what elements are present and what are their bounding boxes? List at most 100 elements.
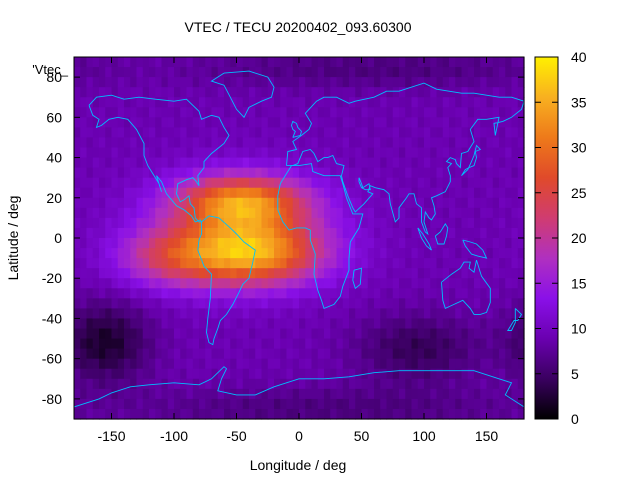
heat-cell <box>386 248 394 259</box>
heat-cell <box>392 107 400 118</box>
heat-cell <box>136 398 144 410</box>
heat-cell <box>230 107 238 118</box>
heat-cell <box>355 318 363 330</box>
heat-cell <box>255 117 263 128</box>
heat-cell <box>480 77 488 88</box>
heat-cell <box>267 308 275 320</box>
heat-cell <box>380 358 388 370</box>
heat-cell <box>317 328 325 340</box>
heat-cell <box>324 378 331 390</box>
heat-cell <box>161 97 169 108</box>
heat-cell <box>261 137 269 149</box>
heat-cell <box>92 207 100 219</box>
heat-cell <box>124 358 131 370</box>
heat-cell <box>386 328 394 340</box>
heat-cell <box>430 368 438 380</box>
heat-cell <box>417 227 425 239</box>
heat-cell <box>317 177 325 189</box>
heat-cell <box>380 67 388 78</box>
heat-cell <box>230 338 238 350</box>
heat-cell <box>411 67 419 78</box>
heat-cell <box>349 288 356 299</box>
heat-cell <box>111 207 119 219</box>
heat-cell <box>424 137 431 149</box>
heat-cell <box>480 328 488 340</box>
heat-cell <box>286 398 294 410</box>
heat-cell <box>155 358 163 370</box>
heat-cell <box>380 107 388 118</box>
heat-cell <box>336 67 344 78</box>
heat-cell <box>374 117 381 128</box>
heat-cell <box>192 147 200 159</box>
heat-cell <box>349 217 356 229</box>
heat-cell <box>411 157 419 169</box>
heat-cell <box>355 298 363 309</box>
heat-cell <box>361 238 369 249</box>
heat-cell <box>386 127 394 139</box>
heat-cell <box>474 368 481 380</box>
heat-cell <box>199 207 206 219</box>
heat-cell <box>180 378 188 390</box>
heat-cell <box>130 298 138 309</box>
heat-cell <box>492 87 500 98</box>
heat-cell <box>130 167 138 179</box>
heat-cell <box>111 328 119 340</box>
coastline-new-guinea <box>462 239 488 259</box>
heat-cell <box>299 97 306 108</box>
heat-cell <box>417 137 425 149</box>
heat-cell <box>417 117 425 128</box>
heat-cell <box>486 308 494 320</box>
heat-cell <box>505 248 513 259</box>
heat-cell <box>399 227 406 239</box>
heat-cell <box>467 398 475 410</box>
heat-cell <box>449 248 456 259</box>
heat-cell <box>349 227 356 239</box>
heat-cell <box>380 187 388 199</box>
heat-cell <box>180 408 188 420</box>
heat-cell <box>236 238 244 249</box>
heat-cell <box>130 217 138 229</box>
x-tick-label: -50 <box>226 428 246 444</box>
heat-cell <box>161 147 169 159</box>
heat-cell <box>124 278 131 289</box>
heat-cell <box>461 308 469 320</box>
heat-cell <box>155 197 163 209</box>
heat-cell <box>261 117 269 128</box>
heat-cell <box>480 167 488 179</box>
heat-cell <box>317 227 325 239</box>
heat-cell <box>499 408 506 420</box>
heat-cell <box>167 137 175 149</box>
heat-cell <box>511 107 519 118</box>
heat-cell <box>99 238 106 249</box>
heat-cell <box>430 137 438 149</box>
heat-cell <box>249 278 256 289</box>
heat-cell <box>474 268 481 279</box>
heat-cell <box>424 268 431 279</box>
heat-cell <box>192 328 200 340</box>
heat-cell <box>130 77 138 88</box>
heat-cell <box>267 227 275 239</box>
heat-cell <box>92 368 100 380</box>
heat-cell <box>374 207 381 219</box>
heat-cell <box>511 368 519 380</box>
heat-cell <box>267 57 275 68</box>
heat-cell <box>386 87 394 98</box>
heat-cell <box>130 278 138 289</box>
heat-cell <box>117 278 125 289</box>
heat-cell <box>149 217 156 229</box>
heat-cell <box>442 137 450 149</box>
coastline-arabia-gulf <box>358 177 371 191</box>
heat-cell <box>92 97 100 108</box>
heat-cell <box>467 298 475 309</box>
heat-cell <box>211 338 219 350</box>
heat-cell <box>474 338 481 350</box>
heat-cell <box>161 268 169 279</box>
heat-cell <box>361 157 369 169</box>
heat-cell <box>86 388 94 400</box>
heat-cell <box>161 358 169 370</box>
heat-cell <box>136 308 144 320</box>
heat-cell <box>417 328 425 340</box>
heat-cell <box>286 338 294 350</box>
heat-cell <box>117 398 125 410</box>
heat-cell <box>99 328 106 340</box>
